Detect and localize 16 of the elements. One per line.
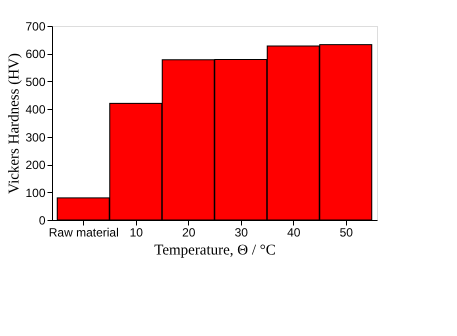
x-tick-label: 20 — [182, 226, 196, 240]
x-axis-title: Temperature, Θ / °C — [154, 242, 276, 258]
y-tick-label: 400 — [25, 102, 46, 117]
y-tick-label: 0 — [38, 214, 46, 228]
x-tick-label: 40 — [287, 226, 301, 240]
y-tick-label: 700 — [25, 20, 46, 34]
x-tick-label: 50 — [340, 226, 354, 240]
y-tick-label: 300 — [25, 130, 46, 144]
y-tick-label: 500 — [25, 74, 46, 89]
x-tick-label: 30 — [234, 226, 248, 240]
y-tick-label: 100 — [25, 186, 46, 200]
x-tick-label: 10 — [130, 226, 144, 240]
y-tick-label: 200 — [25, 158, 46, 172]
y-axis-title: Vickers Hardness (HV) — [6, 53, 22, 194]
x-tick-label: Raw material — [48, 226, 119, 240]
y-tick-label: 600 — [25, 47, 46, 62]
